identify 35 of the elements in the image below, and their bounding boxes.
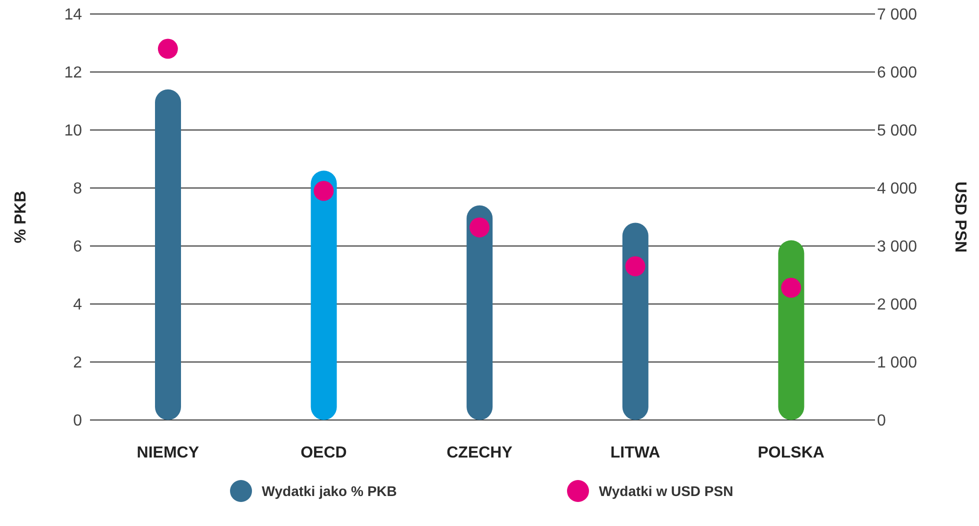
legend-label: Wydatki jako % PKB — [262, 483, 397, 499]
bar — [155, 89, 181, 420]
y-tick-label: 4 — [73, 296, 82, 314]
point — [470, 217, 490, 238]
x-tick-label: POLSKA — [758, 444, 825, 462]
y2-tick-label: 2 000 — [877, 296, 918, 314]
x-tick-label: LITWA — [610, 444, 661, 462]
bar — [778, 240, 804, 420]
y-tick-label: 12 — [64, 64, 82, 82]
y-tick-label: 6 — [73, 238, 82, 256]
y-tick-label: 14 — [64, 6, 82, 24]
y-tick-label: 2 — [73, 354, 82, 372]
legend-label: Wydatki w USD PSN — [598, 483, 734, 499]
x-tick-label: CZECHY — [446, 444, 513, 462]
x-tick-label: OECD — [300, 444, 347, 462]
y2-tick-label: 5 000 — [877, 122, 918, 140]
y2-axis-title: USD PSN — [951, 181, 968, 253]
point — [625, 256, 646, 276]
point — [158, 38, 178, 59]
bar — [466, 205, 493, 420]
y2-tick-label: 7 000 — [877, 6, 918, 24]
y-axis-title: % PKB — [12, 190, 30, 244]
bar — [310, 170, 337, 420]
point — [314, 180, 334, 201]
bar — [622, 222, 648, 420]
y2-tick-label: 0 — [877, 412, 886, 430]
y2-tick-label: 1 000 — [877, 354, 918, 372]
y2-tick-label: 6 000 — [877, 64, 918, 82]
x-tick-label: NIEMCY — [136, 444, 200, 462]
y-tick-label: 0 — [73, 412, 82, 430]
y2-tick-label: 4 000 — [877, 180, 918, 198]
point — [781, 278, 802, 298]
y-tick-label: 10 — [64, 122, 82, 140]
y-tick-label: 8 — [73, 180, 82, 198]
y2-tick-label: 3 000 — [877, 238, 918, 256]
